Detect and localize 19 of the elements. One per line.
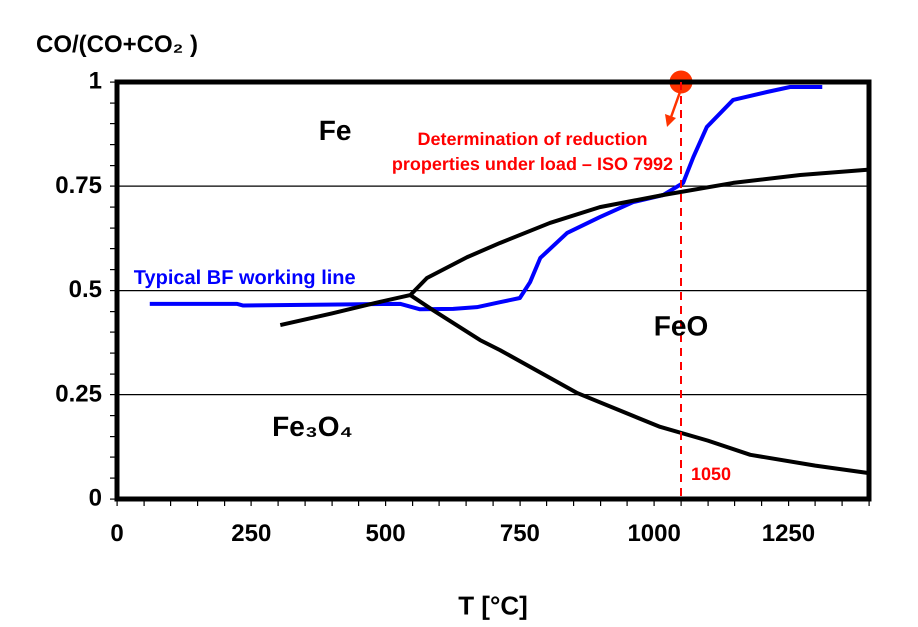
x-tick-label: 1000 [627,520,681,548]
series-label: Typical BF working line [134,266,356,289]
annotation: Determination of reduction properties under load – ISO 7992 [392,128,673,174]
x-tick-label: 500 [366,520,406,548]
y-tick-label: 0.75 [55,172,102,199]
y-axis-title: CO/(CO+CO₂ ) [36,31,198,58]
annotation: FeO [654,310,708,342]
annotation: Fe [318,114,352,146]
annotation: Fe₃O₄ [272,410,353,442]
y-tick-label: 1 [88,68,102,95]
y-tick-label: 0.25 [55,380,102,408]
y-tick-label: 0.5 [68,276,102,304]
x-axis-title: T [°C] [458,590,528,621]
x-tick-label: 250 [231,520,272,548]
x-tick-label: 0 [110,520,124,548]
ref-line-label: 1050 [691,464,732,484]
x-tick-label: 1250 [762,520,816,548]
x-tick-label: 750 [500,520,540,548]
y-tick-label: 0 [88,484,102,512]
